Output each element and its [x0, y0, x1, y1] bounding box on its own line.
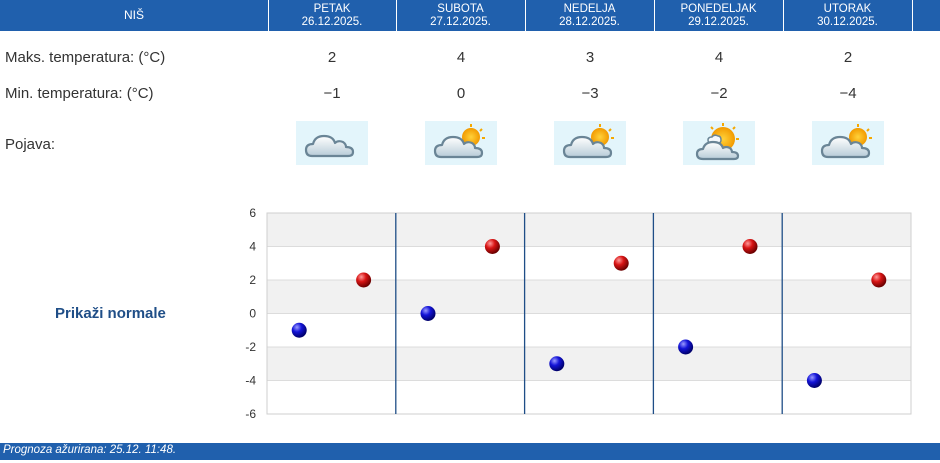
chart-band — [267, 246, 911, 280]
max-temp-value: 2 — [327, 49, 337, 66]
y-tick-label: 6 — [249, 206, 256, 220]
forecast-updated-text: Prognoza ažurirana: 25.12. 11:48. — [3, 444, 177, 456]
max-temp-marker[interactable] — [356, 272, 372, 288]
day-header-4: PONEDELJAK 29.12.2025. — [654, 0, 783, 31]
max-temp-value: 2 — [843, 49, 853, 66]
city-name: NIŠ — [123, 8, 144, 22]
partly-cloudy-icon — [425, 121, 497, 165]
header-divider — [268, 0, 269, 31]
header-divider — [654, 0, 655, 31]
y-tick-label: -2 — [245, 340, 256, 354]
max-temp-marker[interactable] — [871, 272, 887, 288]
max-temp-label: Maks. temperatura: (°C) — [5, 49, 166, 66]
day-name: PONEDELJAK — [680, 3, 757, 15]
day-date: 28.12.2025. — [559, 16, 620, 28]
day-date: 30.12.2025. — [817, 16, 878, 28]
min-temp-value: −3 — [581, 85, 599, 102]
max-temp-value: 3 — [585, 49, 595, 66]
y-tick-label: 2 — [249, 273, 256, 287]
y-tick-label: 0 — [249, 307, 256, 321]
day-date: 29.12.2025. — [688, 16, 749, 28]
min-temp-label: Min. temperatura: (°C) — [5, 85, 154, 102]
header-divider — [783, 0, 784, 31]
partly-cloudy-icon — [812, 121, 884, 165]
min-temp-value: −1 — [323, 85, 341, 102]
min-temp-marker[interactable] — [549, 356, 565, 372]
max-temp-value: 4 — [456, 49, 466, 66]
header-divider — [525, 0, 526, 31]
chart-border — [266, 212, 912, 415]
chart-band — [267, 280, 911, 314]
day-name: NEDELJA — [563, 3, 616, 15]
sun-cloud-icon — [683, 121, 755, 165]
max-temp-value: 4 — [714, 49, 724, 66]
min-temp-marker[interactable] — [806, 373, 822, 388]
min-temp-marker[interactable] — [291, 322, 307, 338]
forecast-header: NIŠ PETAK 26.12.2025. SUBOTA 27.12.2025.… — [0, 0, 940, 31]
day-header-5: UTORAK 30.12.2025. — [783, 0, 912, 31]
partly-cloudy-icon — [554, 121, 626, 165]
min-temp-value: 0 — [456, 85, 466, 102]
min-temp-marker[interactable] — [678, 339, 694, 355]
chart-band — [267, 213, 911, 247]
y-tick-label: 4 — [249, 240, 256, 254]
day-name: PETAK — [313, 3, 351, 15]
max-temp-marker[interactable] — [742, 239, 758, 254]
chart-band — [267, 380, 911, 414]
phenomenon-label: Pojava: — [5, 136, 56, 153]
day-name: UTORAK — [823, 3, 872, 15]
cloud-icon — [296, 121, 368, 165]
footer-bar: Prognoza ažurirana: 25.12. 11:48. — [0, 443, 940, 460]
header-divider — [396, 0, 397, 31]
day-header-1: PETAK 26.12.2025. — [268, 0, 396, 31]
day-date: 26.12.2025. — [301, 16, 363, 28]
chart-band — [267, 347, 911, 381]
y-tick-label: -6 — [245, 407, 256, 421]
y-tick-label: -4 — [245, 374, 256, 388]
max-temp-marker[interactable] — [613, 255, 629, 271]
chart-band — [267, 313, 911, 347]
min-temp-value: −2 — [710, 85, 728, 102]
header-divider — [912, 0, 913, 31]
day-date: 27.12.2025. — [430, 16, 491, 28]
day-header-3: NEDELJA 28.12.2025. — [525, 0, 654, 31]
min-temp-value: −4 — [839, 85, 857, 102]
max-temp-marker[interactable] — [484, 239, 500, 254]
show-normals-link[interactable]: Prikaži normale — [55, 305, 166, 322]
day-name: SUBOTA — [437, 3, 484, 15]
min-temp-marker[interactable] — [420, 306, 436, 321]
day-header-2: SUBOTA 27.12.2025. — [396, 0, 525, 31]
